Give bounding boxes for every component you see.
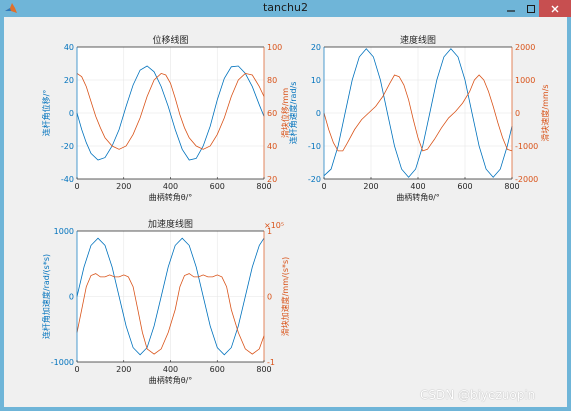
chart2-y-tick-label-left: 0 [316,109,321,118]
chart1-y-tick-label-left: 0 [69,109,74,118]
chart2-y-tick-label-right: -2000 [515,175,538,184]
chart2-series-left-line [323,48,513,178]
chart2-y-tick-label-right: 2000 [515,43,535,52]
window-title: tanchu2 [262,1,308,14]
chart1-y-tick-label-right: 60 [267,109,277,118]
maximize-button[interactable] [524,0,538,17]
chart3-title: 加速度线图 [148,218,193,230]
chart3-y-label-right: 滑块加速度/mm/(s*s) [280,257,290,337]
chart1-y-label-right: 滑块位移/mm [280,88,290,138]
close-button[interactable] [539,0,571,17]
chart2-x-tick-label: 400 [410,182,425,191]
chart2-y-tick-label-right: -1000 [515,142,538,151]
chart2-x-tick-label: 600 [457,182,472,191]
chart1-y-tick-label-left: 20 [64,76,74,85]
chart2-y-tick-label-left: -20 [308,175,321,184]
matlab-icon [5,3,17,13]
chart3-y-tick-label-left: -1000 [51,358,74,367]
chart1-y-tick-label-right: 80 [267,76,277,85]
chart2-x-tick-label: 800 [504,182,519,191]
chart3-y-tick-label-right: 0 [267,293,272,302]
chart2-y-tick-label-right: 0 [515,109,520,118]
chart3-x-label: 曲柄转角θ/° [149,375,193,385]
chart2-y-tick-label-right: 1000 [515,76,535,85]
chart1-y-tick-label-left: -40 [61,175,74,184]
chart1-y-tick-label-right: 20 [267,175,277,184]
chart1-series-left-line [76,65,265,161]
chart1-x-tick-label: 600 [210,182,225,191]
chart1-series-right-line [76,72,265,150]
chart2-series-right-line [323,74,513,152]
chart2-x-tick-label: 0 [321,182,326,191]
minimize-icon [507,9,515,12]
chart1-y-tick-label-left: -20 [61,142,74,151]
plots-canvas: 0 200 400 600 800-40-200204020406080100位移线图曲… [41,34,550,385]
chart3-y-label-left: 连杆角加速度/rad/(s*s) [41,254,51,339]
chart1-x-tick-label: 0 [74,182,79,191]
chart2-y-tick-label-left: 10 [311,76,321,85]
chart3-series-left-line [76,237,265,356]
watermark: CSDN @biyezuopin [420,388,536,402]
chart3-y-tick-label-right: -1 [267,358,275,367]
chart3-exponent-label: ×10⁵ [264,221,284,230]
chart2-x-tick-label: 200 [363,182,378,191]
chart2-y-tick-label-left: -10 [308,142,321,151]
chart3-y-tick-label-left: 1000 [54,227,74,236]
chart2-y-label-left: 连杆角速度/rad/s [288,82,298,145]
chart2-x-label: 曲柄转角θ/° [396,192,440,202]
chart1-y-tick-label-right: 100 [267,43,282,52]
chart3-series-right-line [76,273,265,355]
chart2-title: 速度线图 [400,34,436,46]
chart3-y-tick-label-left: 0 [69,293,74,302]
title-bar[interactable]: tanchu2 [0,0,571,17]
minimize-button[interactable] [498,0,524,17]
chart2-y-tick-label-left: 20 [311,43,321,52]
chart1-y-tick-label-right: 40 [267,142,277,151]
chart3-y-tick-label-right: 1 [267,227,272,236]
maximize-icon [527,4,535,13]
chart1-y-label-left: 连杆角位移/° [41,90,51,137]
chart1-x-tick-label: 200 [116,182,131,191]
chart1-title: 位移线图 [152,34,188,46]
close-icon [551,5,559,12]
chart1-x-tick-label: 800 [256,182,271,191]
chart3-x-tick-label: 800 [256,365,271,374]
chart3-x-tick-label: 400 [163,365,178,374]
figure-area: 0 200 400 600 800 -40 -20 0 20 40 20 40 60 80 100 位移线图曲… [4,17,567,407]
chart1-x-label: 曲柄转角θ/° [149,192,193,202]
chart3-x-tick-label: 200 [116,365,131,374]
chart3-x-tick-label: 600 [210,365,225,374]
chart1-x-tick-label: 400 [163,182,178,191]
chart3-x-tick-label: 0 [74,365,79,374]
chart2-y-label-right: 滑块速度/mm/s [540,84,550,141]
chart1-y-tick-label-left: 40 [64,43,74,52]
